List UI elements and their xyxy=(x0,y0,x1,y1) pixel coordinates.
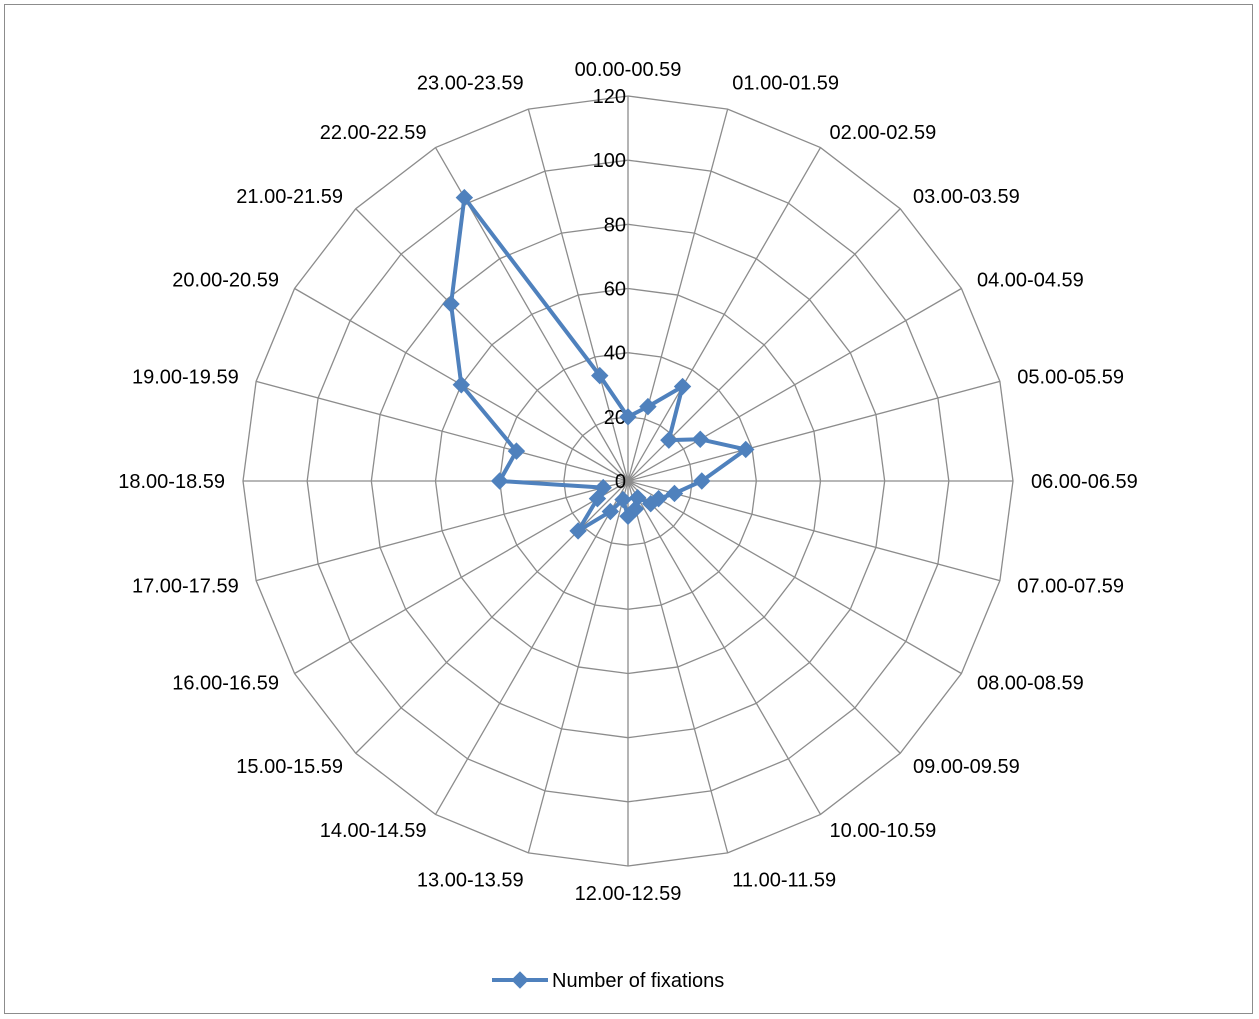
axis-spoke xyxy=(255,480,629,582)
legend: Number of fixations xyxy=(492,970,724,992)
data-point-marker xyxy=(490,472,509,490)
data-point-marker xyxy=(660,431,678,449)
category-label: 14.00-14.59 xyxy=(320,820,427,842)
r-tick-label: 40 xyxy=(604,343,626,365)
r-tick-label: 0 xyxy=(615,471,626,493)
category-label: 08.00-08.59 xyxy=(977,673,1084,695)
category-label: 10.00-10.59 xyxy=(830,820,937,842)
axis-spoke xyxy=(627,208,901,482)
category-label: 22.00-22.59 xyxy=(320,122,427,144)
category-label: 04.00-04.59 xyxy=(977,270,1084,292)
category-label: 20.00-20.59 xyxy=(172,270,279,292)
data-point-marker xyxy=(665,484,684,503)
axis-spoke xyxy=(627,480,901,754)
grid-layer xyxy=(242,95,1014,867)
data-point-marker xyxy=(507,442,526,460)
data-point-marker xyxy=(614,490,632,509)
axis-spoke xyxy=(527,480,629,854)
category-label: 03.00-03.59 xyxy=(913,186,1020,208)
category-label: 11.00-11.59 xyxy=(732,869,836,891)
category-label: 01.00-01.59 xyxy=(732,73,839,95)
category-label: 07.00-07.59 xyxy=(1017,575,1124,597)
data-point-marker xyxy=(588,489,607,508)
category-label: 23.00-23.59 xyxy=(417,73,524,95)
data-point-marker xyxy=(693,472,711,490)
data-point-marker xyxy=(569,522,587,540)
data-point-marker xyxy=(601,502,620,521)
data-point-marker xyxy=(673,377,692,396)
axis-spoke xyxy=(627,480,822,815)
data-point-marker xyxy=(594,478,612,497)
data-point-marker xyxy=(639,397,657,416)
axis-spoke xyxy=(627,380,1001,482)
category-label: 17.00-17.59 xyxy=(132,575,239,597)
axis-spoke xyxy=(434,480,629,815)
data-point-marker xyxy=(691,430,709,448)
category-label: 13.00-13.59 xyxy=(417,869,524,891)
category-labels: 00.00-00.59 01.00-01.59 02.00-02.59 03.00-0… xyxy=(118,59,1138,905)
category-label: 21.00-21.59 xyxy=(236,186,343,208)
r-tick-label: 100 xyxy=(593,150,626,172)
r-tick-label: 60 xyxy=(604,279,626,301)
category-label: 19.00-19.59 xyxy=(132,367,239,389)
data-point-marker xyxy=(737,440,755,459)
axis-spoke xyxy=(627,480,962,675)
category-label: 16.00-16.59 xyxy=(172,673,279,695)
axis-spoke xyxy=(627,287,962,482)
r-tick-label: 20 xyxy=(604,407,626,429)
axis-spoke xyxy=(627,480,729,854)
data-point-marker xyxy=(619,507,637,525)
category-label: 18.00-18.59 xyxy=(118,471,225,493)
category-label: 00.00-00.59 xyxy=(575,59,682,81)
axis-spoke xyxy=(627,147,822,482)
data-point-marker xyxy=(452,376,470,394)
legend-diamond-marker xyxy=(511,971,529,989)
data-point-marker xyxy=(641,494,660,513)
axis-spoke xyxy=(527,108,629,482)
category-label: 02.00-02.59 xyxy=(830,122,937,144)
axis-spoke xyxy=(355,208,629,482)
legend-label: Number of fixations xyxy=(552,970,724,992)
data-point-marker xyxy=(455,188,474,207)
axis-spoke xyxy=(355,480,629,754)
r-tick-label: 80 xyxy=(604,214,626,236)
data-point-marker xyxy=(619,408,637,426)
category-label: 06.00-06.59 xyxy=(1031,471,1138,493)
category-label: 15.00-15.59 xyxy=(236,756,343,778)
data-point-marker xyxy=(442,295,460,313)
r-tick-label: 120 xyxy=(593,86,626,108)
axis-spoke xyxy=(294,480,629,675)
axis-spoke xyxy=(255,380,629,482)
category-label: 05.00-05.59 xyxy=(1017,367,1124,389)
category-label: 09.00-09.59 xyxy=(913,756,1020,778)
category-label: 12.00-12.59 xyxy=(575,883,682,905)
radial-axis-ticks: 0 20 40 60 80 100 120 xyxy=(593,86,626,493)
axis-spoke xyxy=(627,480,1001,582)
data-point-marker xyxy=(591,366,609,385)
axis-spoke xyxy=(627,108,729,482)
series-layer xyxy=(442,188,755,540)
